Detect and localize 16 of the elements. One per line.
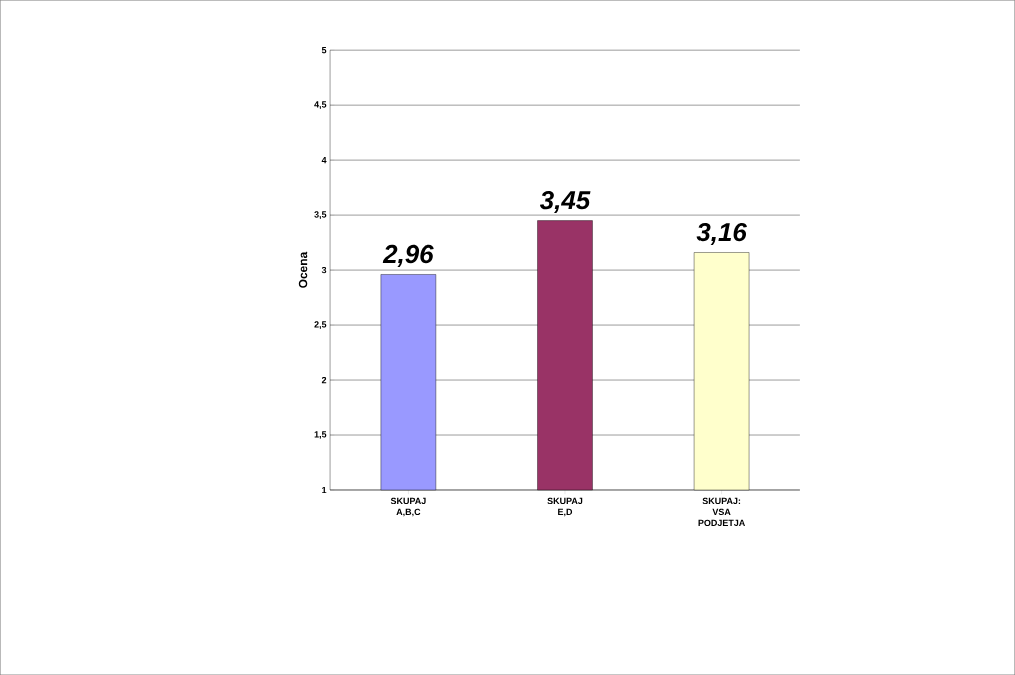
y-tick-label: 1,5 — [314, 431, 327, 439]
y-tick-label: 4 — [321, 156, 327, 164]
y-tick-label: 5 — [321, 46, 327, 54]
y-tick-label: 2 — [321, 376, 327, 384]
y-tick-label: 4,5 — [314, 101, 327, 109]
data-label: 3,16 — [696, 222, 747, 245]
y-tick-label: 3,5 — [314, 211, 327, 219]
y-tick-label: 2,5 — [314, 321, 327, 329]
y-tick-label: 1 — [322, 486, 327, 494]
y-tick-label: 3 — [321, 266, 327, 274]
y-axis-title: Ocena — [298, 251, 308, 288]
x-tick-label: SKUPAJ: VSA PODJETJA — [698, 497, 746, 526]
data-label: 3,45 — [539, 190, 591, 214]
x-tick-label: SKUPAJ A,B,C — [390, 497, 426, 517]
data-label: 2,96 — [382, 244, 434, 267]
x-tick-label: SKUPAJ E,D — [547, 497, 583, 517]
